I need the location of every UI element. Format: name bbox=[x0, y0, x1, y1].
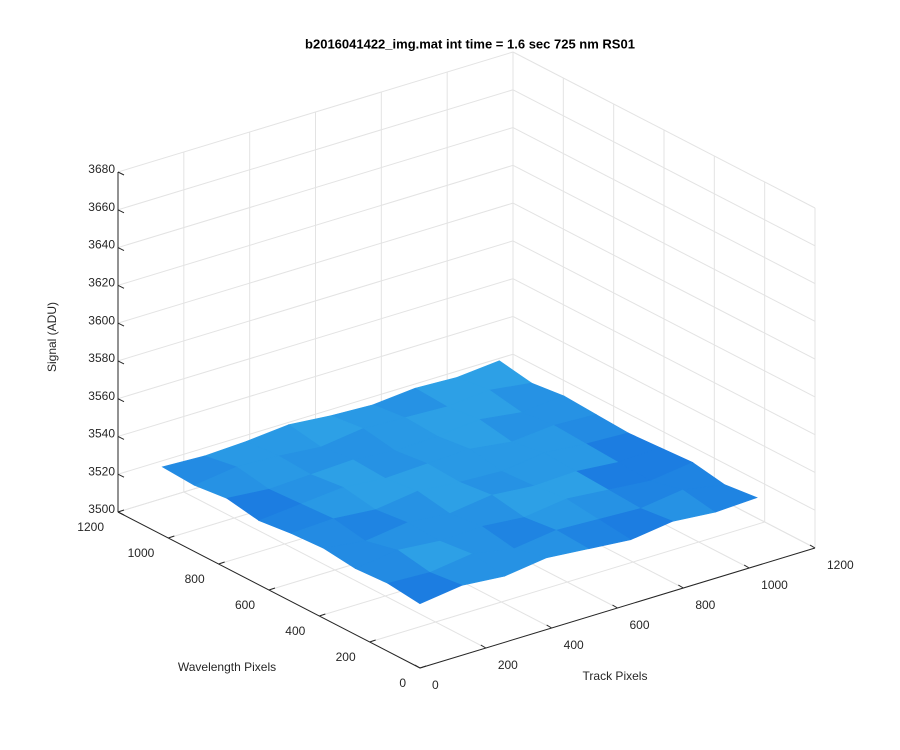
x-tick-label: 1200 bbox=[827, 558, 854, 572]
grid-line bbox=[512, 316, 816, 473]
z-tick bbox=[117, 209, 125, 214]
y-tick-label: 600 bbox=[235, 598, 255, 612]
z-axis-label: Signal (ADU) bbox=[45, 302, 59, 372]
x-tick bbox=[678, 584, 684, 589]
x-tick-label: 800 bbox=[695, 598, 715, 612]
y-tick bbox=[218, 561, 225, 565]
grid-line bbox=[117, 127, 514, 249]
z-tick bbox=[117, 284, 125, 289]
z-tick-label: 3600 bbox=[88, 313, 115, 327]
grid-line bbox=[117, 315, 514, 437]
y-tick bbox=[319, 613, 326, 617]
grid-line bbox=[512, 51, 816, 209]
z-tick-label: 3660 bbox=[88, 200, 115, 214]
grid-line bbox=[512, 164, 816, 322]
z-tick-label: 3580 bbox=[88, 351, 115, 365]
y-tick-label: 0 bbox=[399, 676, 406, 690]
chart-title: b2016041422_img.mat int time = 1.6 sec 7… bbox=[305, 36, 635, 51]
z-tick-label: 3540 bbox=[88, 427, 115, 441]
grid-line bbox=[117, 164, 514, 286]
z-tick bbox=[117, 435, 125, 440]
z-tick-label: 3560 bbox=[88, 389, 115, 403]
x-tick bbox=[414, 664, 421, 669]
x-tick bbox=[546, 624, 552, 629]
z-tick bbox=[117, 511, 125, 516]
x-tick-label: 0 bbox=[432, 678, 439, 692]
z-tick bbox=[117, 247, 125, 252]
grid-line bbox=[117, 89, 514, 211]
y-tick-label: 400 bbox=[285, 624, 305, 638]
grid-line bbox=[117, 353, 514, 475]
grid-line bbox=[512, 353, 816, 511]
x-tick-label: 200 bbox=[498, 658, 518, 672]
grid-line bbox=[512, 202, 816, 360]
y-tick-label: 200 bbox=[336, 650, 356, 664]
z-tick-label: 3520 bbox=[88, 464, 115, 478]
x-tick-label: 400 bbox=[564, 638, 584, 652]
x-tick-label: 1000 bbox=[761, 578, 788, 592]
grid-line bbox=[117, 278, 514, 400]
y-tick bbox=[369, 639, 376, 643]
y-tick bbox=[117, 509, 125, 513]
x-tick-label: 600 bbox=[630, 618, 650, 632]
surface-patch bbox=[387, 572, 463, 605]
y-tick-label: 1200 bbox=[77, 520, 104, 534]
grid-line bbox=[369, 521, 765, 643]
z-tick-label: 3640 bbox=[88, 238, 115, 252]
grid-line bbox=[512, 240, 816, 398]
y-axis-label: Wavelength Pixels bbox=[178, 660, 276, 674]
y-tick bbox=[168, 535, 175, 539]
grid-line bbox=[117, 240, 514, 362]
grid-line bbox=[512, 89, 816, 247]
z-tick bbox=[117, 171, 125, 176]
z-tick-label: 3620 bbox=[88, 276, 115, 290]
z-tick bbox=[117, 398, 125, 403]
x-tick bbox=[480, 644, 487, 649]
y-tick bbox=[268, 587, 276, 591]
grid-line bbox=[512, 278, 816, 436]
z-tick bbox=[117, 360, 125, 365]
grid-line bbox=[512, 127, 816, 284]
z-tick bbox=[117, 473, 125, 478]
x-axis-label: Track Pixels bbox=[583, 669, 648, 683]
y-tick-label: 800 bbox=[185, 572, 205, 586]
y-tick-label: 1000 bbox=[128, 546, 155, 560]
z-tick-label: 3680 bbox=[88, 162, 115, 176]
grid-line bbox=[117, 202, 514, 324]
y-tick bbox=[419, 665, 427, 669]
grid-line bbox=[117, 51, 514, 173]
x-tick bbox=[612, 604, 618, 609]
z-tick-label: 3500 bbox=[88, 502, 115, 516]
x-tick bbox=[809, 544, 816, 549]
x-tick bbox=[743, 564, 750, 569]
z-tick bbox=[117, 322, 125, 327]
